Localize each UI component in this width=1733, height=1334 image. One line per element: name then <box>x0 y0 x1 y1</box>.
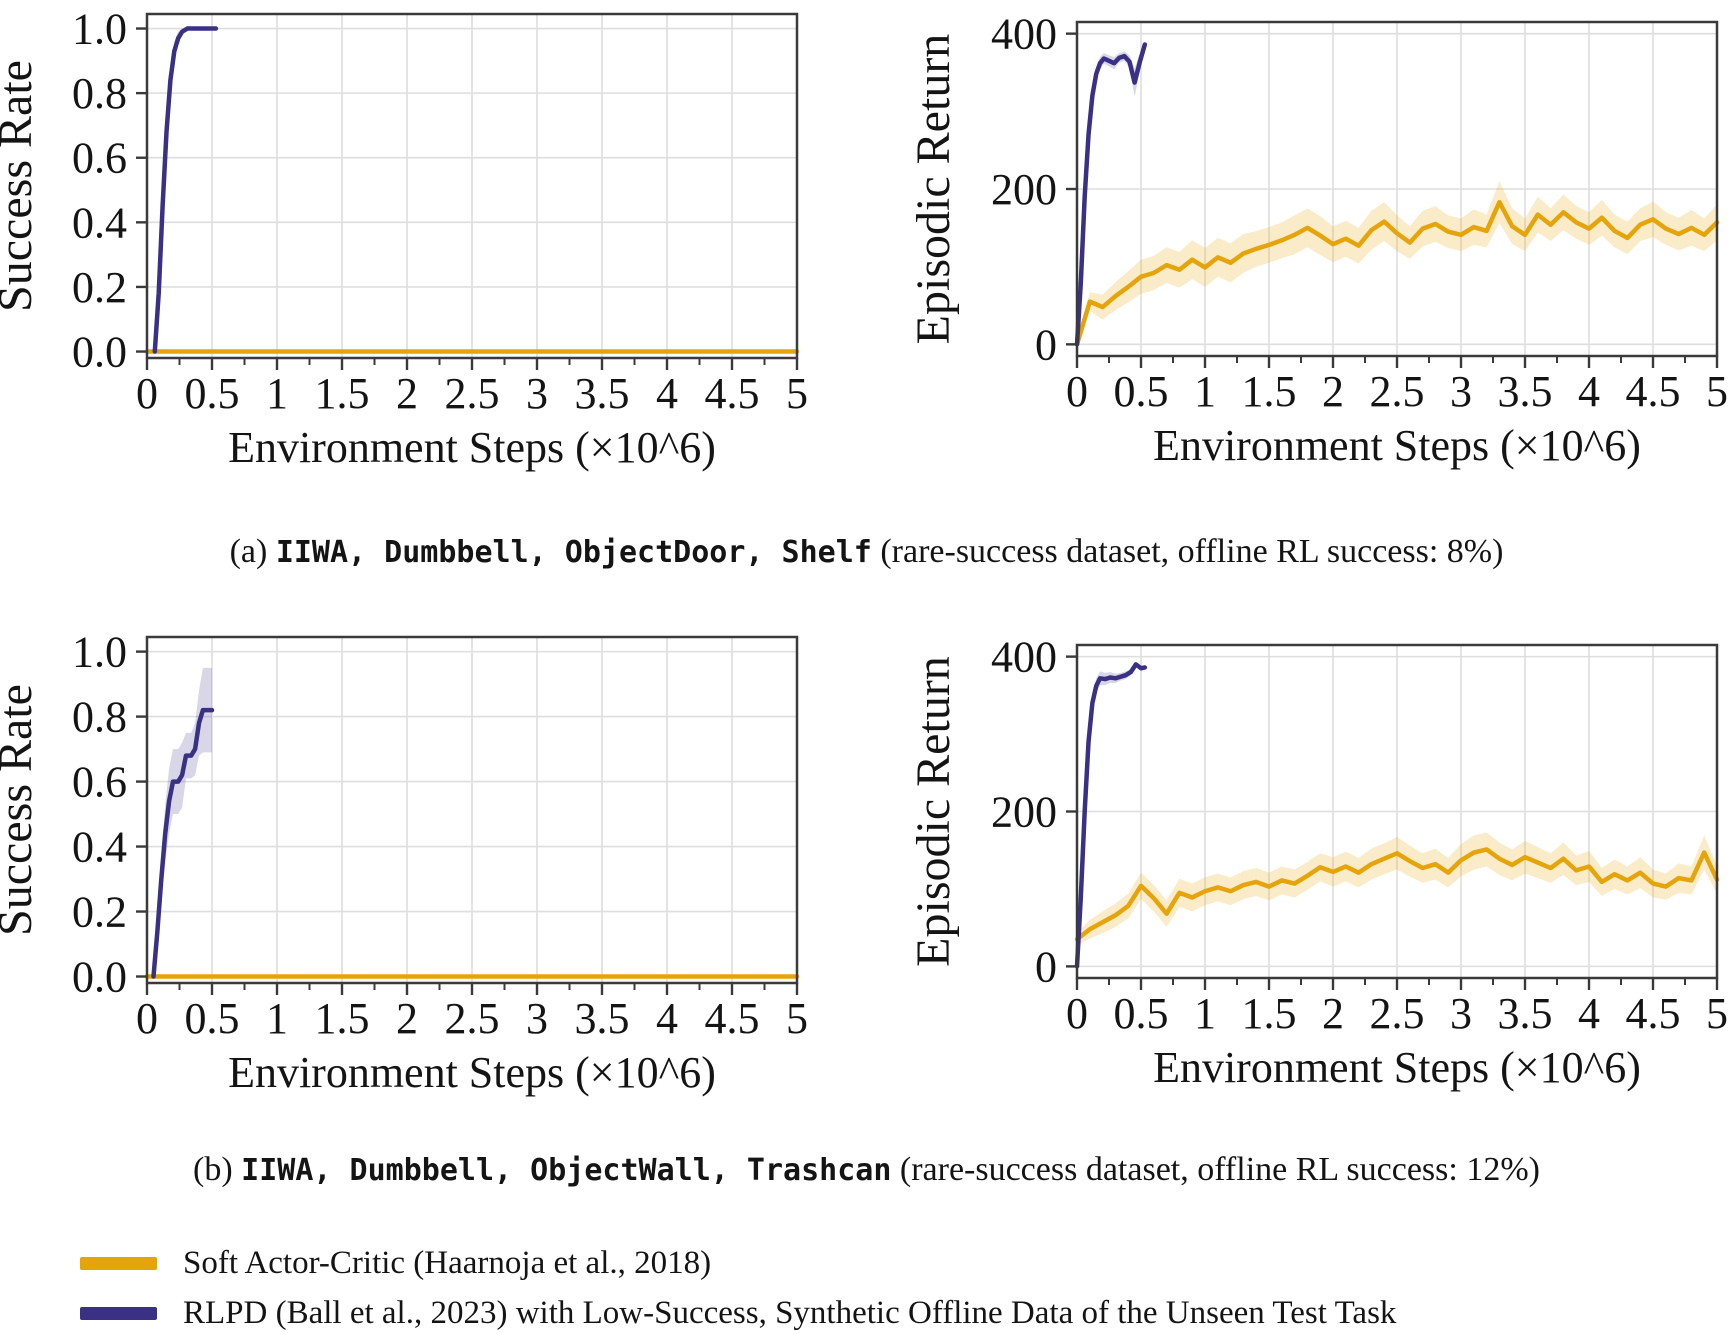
y-tick-label: 0.8 <box>72 693 127 742</box>
x-tick-label: 3.5 <box>1498 367 1553 416</box>
legend-label-rlpd: RLPD (Ball et al., 2023) with Low-Succes… <box>183 1294 1397 1331</box>
x-tick-label: 2.5 <box>445 369 500 418</box>
x-tick-label: 2 <box>1322 367 1344 416</box>
legend-item-rlpd: RLPD (Ball et al., 2023) with Low-Succes… <box>80 1288 1396 1334</box>
x-tick-label: 1.5 <box>315 994 370 1043</box>
y-tick-label: 0.0 <box>72 953 127 1002</box>
x-tick-label: 5 <box>786 369 808 418</box>
x-tick-label: 3 <box>526 994 548 1043</box>
x-tick-label: 3 <box>1450 989 1472 1038</box>
y-tick-label: 0.8 <box>72 69 127 118</box>
x-tick-label: 2 <box>1322 989 1344 1038</box>
y-tick-label: 0.4 <box>72 823 127 872</box>
y-axis-label: Success Rate <box>0 684 42 936</box>
x-tick-label: 0 <box>1066 367 1088 416</box>
x-tick-label: 1.5 <box>315 369 370 418</box>
x-axis-label: Environment Steps (×10^6) <box>1153 1043 1641 1092</box>
x-tick-label: 3 <box>526 369 548 418</box>
x-tick-label: 4 <box>656 369 678 418</box>
x-tick-label: 3 <box>1450 367 1472 416</box>
x-tick-label: 4.5 <box>705 994 760 1043</box>
x-tick-label: 4.5 <box>705 369 760 418</box>
y-axis-label: Episodic Return <box>907 34 960 345</box>
legend-item-sac: Soft Actor-Critic (Haarnoja et al., 2018… <box>80 1238 1396 1288</box>
caption-b: (b) IIWA, Dumbbell, ObjectWall, Trashcan… <box>0 1148 1733 1193</box>
y-tick-label: 400 <box>991 10 1057 59</box>
y-axis-label: Episodic Return <box>907 656 960 967</box>
x-axis-label: Environment Steps (×10^6) <box>228 1048 716 1097</box>
caption-a: (a) IIWA, Dumbbell, ObjectDoor, Shelf (r… <box>0 530 1733 575</box>
x-tick-label: 2.5 <box>1370 989 1425 1038</box>
x-tick-label: 3.5 <box>575 369 630 418</box>
chart-episodic-return-b: 0 0.5 1 1.5 2 2.5 3 3.5 4 4.5 5 0 200 400 Environment … <box>907 633 1728 1092</box>
chart-success-rate-b: 0 0.5 1 1.5 2 2.5 3 3.5 4 4.5 5 0.0 0.2 0.4 0.6 0.8 1.0 E… <box>0 628 808 1097</box>
x-tick-label: 1 <box>266 369 288 418</box>
x-tick-label: 1 <box>1194 989 1216 1038</box>
caption-env-names: IIWA, Dumbbell, ObjectDoor, Shelf <box>275 535 872 570</box>
caption-text: (b) <box>193 1151 242 1188</box>
rlpd-line-swatch <box>80 1306 157 1320</box>
y-tick-label: 0.0 <box>72 328 127 377</box>
chart-episodic-return-a: 0 0.5 1 1.5 2 2.5 3 3.5 4 4.5 5 0 200 400 Environment … <box>907 10 1728 470</box>
legend-label-sac: Soft Actor-Critic (Haarnoja et al., 2018… <box>183 1244 712 1281</box>
x-tick-label: 0.5 <box>185 369 240 418</box>
series-line-rlpd <box>151 707 215 979</box>
series-line-rlpd <box>1074 662 1148 969</box>
x-tick-label: 2 <box>396 369 418 418</box>
x-tick-label: 1 <box>1194 367 1216 416</box>
x-axis-label: Environment Steps (×10^6) <box>228 423 716 472</box>
y-tick-label: 1.0 <box>72 628 127 677</box>
x-tick-label: 4 <box>656 994 678 1043</box>
x-tick-label: 5 <box>786 994 808 1043</box>
y-tick-label: 200 <box>991 788 1057 837</box>
series-band-sac <box>1077 181 1717 347</box>
sac-line-swatch <box>80 1256 157 1270</box>
x-tick-label: 1.5 <box>1242 989 1297 1038</box>
y-tick-label: 400 <box>991 633 1057 682</box>
x-tick-label: 0.5 <box>1114 367 1169 416</box>
x-tick-label: 3.5 <box>1498 989 1553 1038</box>
y-tick-label: 0.6 <box>72 134 127 183</box>
chart-success-rate-a: 0 0.5 1 1.5 2 2.5 3 3.5 4 4.5 5 0.0 0.2 0.4 0.6 0.8 1.0 E… <box>0 5 808 472</box>
x-tick-label: 4.5 <box>1626 367 1681 416</box>
y-tick-label: 0 <box>1035 320 1057 369</box>
y-tick-label: 0.2 <box>72 263 127 312</box>
x-tick-label: 0.5 <box>185 994 240 1043</box>
series-line-rlpd <box>1074 42 1148 347</box>
caption-text: (rare-success dataset, offline RL succes… <box>871 533 1504 570</box>
caption-env-names: IIWA, Dumbbell, ObjectWall, Trashcan <box>241 1153 892 1188</box>
series-line-rlpd <box>152 26 219 354</box>
x-tick-label: 4.5 <box>1626 989 1681 1038</box>
series-line-sac <box>1074 847 1720 942</box>
y-tick-label: 1.0 <box>72 5 127 54</box>
x-tick-label: 1 <box>266 994 288 1043</box>
y-tick-label: 0.6 <box>72 758 127 807</box>
x-tick-label: 4 <box>1578 367 1600 416</box>
caption-text: (a) <box>229 533 276 570</box>
x-tick-label: 5 <box>1706 989 1728 1038</box>
series-line-sac <box>1074 199 1720 347</box>
x-tick-label: 0 <box>136 994 158 1043</box>
x-tick-label: 5 <box>1706 367 1728 416</box>
x-tick-label: 0.5 <box>1114 989 1169 1038</box>
y-tick-label: 0.2 <box>72 888 127 937</box>
caption-text: (rare-success dataset, offline RL succes… <box>891 1151 1540 1188</box>
y-tick-label: 0 <box>1035 942 1057 991</box>
y-tick-label: 200 <box>991 165 1057 214</box>
x-tick-label: 4 <box>1578 989 1600 1038</box>
x-tick-label: 0 <box>1066 989 1088 1038</box>
x-tick-label: 0 <box>136 369 158 418</box>
x-axis-label: Environment Steps (×10^6) <box>1153 421 1641 470</box>
y-axis-label: Success Rate <box>0 60 42 312</box>
x-tick-label: 3.5 <box>575 994 630 1043</box>
x-tick-label: 2.5 <box>1370 367 1425 416</box>
y-tick-label: 0.4 <box>72 198 127 247</box>
x-tick-label: 2.5 <box>445 994 500 1043</box>
x-tick-label: 1.5 <box>1242 367 1297 416</box>
legend: Soft Actor-Critic (Haarnoja et al., 2018… <box>80 1238 1396 1334</box>
x-tick-label: 2 <box>396 994 418 1043</box>
